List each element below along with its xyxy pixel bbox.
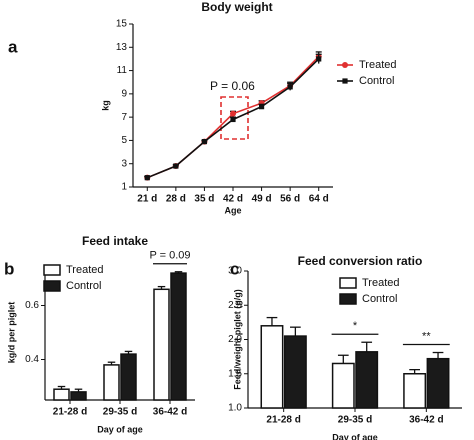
bar (355, 351, 379, 409)
legend-swatch (342, 62, 348, 68)
x-axis-label: Age (224, 205, 241, 215)
x-tick-label: 28 d (166, 194, 186, 205)
x-tick-label: 56 d (280, 194, 300, 205)
chart-title: Feed conversion ratio (298, 254, 423, 268)
bar (153, 288, 170, 401)
y-tick-label: 1 (121, 182, 127, 193)
x-tick-label: 36-42 d (153, 407, 187, 418)
bar (103, 364, 120, 401)
point (230, 110, 236, 117)
y-tick-label: 1.0 (228, 403, 242, 414)
legend-label: Treated (66, 264, 104, 276)
annotation: ** (422, 330, 431, 342)
bar (331, 362, 355, 409)
panel-label: c (230, 259, 239, 278)
x-tick-label: 21-28 d (53, 407, 87, 418)
panel-label: a (8, 37, 18, 56)
bar (283, 335, 307, 409)
x-tick-label: 64 d (309, 194, 329, 205)
bar (403, 373, 427, 409)
highlight-box (220, 96, 249, 140)
y-tick-label: 9 (121, 88, 127, 99)
legend-swatch (339, 277, 357, 289)
y-tick-label: 11 (117, 65, 128, 76)
x-tick-label: 29-35 d (103, 407, 137, 418)
x-tick-label: 49 d (252, 194, 272, 205)
bar (260, 325, 284, 409)
y-tick-label: 3 (121, 158, 127, 169)
x-axis-label: Day of age (97, 424, 143, 434)
y-tick-label: 3.0 (228, 266, 242, 277)
x-axis-label: Day of age (332, 432, 378, 440)
y-tick-label: 0.4 (25, 354, 39, 365)
panel-label: b (4, 259, 14, 278)
annotation: * (353, 320, 358, 332)
y-tick-label: 13 (116, 42, 128, 53)
y-tick-label: 0.6 (25, 300, 39, 311)
legend-label: Treated (362, 277, 400, 289)
x-tick-label: 21 d (137, 194, 157, 205)
legend-swatch (43, 280, 61, 292)
annotation: P = 0.06 (210, 79, 255, 93)
y-axis-label: Feed/weight piglet (g/g) (232, 289, 242, 390)
y-tick-label: 2.0 (228, 334, 242, 345)
point (316, 56, 322, 62)
y-axis-label: kg (100, 100, 110, 111)
point (144, 175, 150, 181)
legend-label: Control (66, 280, 101, 292)
legend-swatch (342, 78, 348, 84)
legend-swatch (43, 264, 61, 276)
bar (53, 388, 70, 401)
point (173, 163, 179, 169)
point (201, 138, 208, 145)
y-tick-label: 7 (121, 112, 127, 123)
y-tick-label: 1.5 (228, 368, 242, 379)
bar (170, 272, 187, 401)
bar (70, 391, 87, 401)
chart-title: Feed intake (82, 234, 148, 248)
bar (426, 357, 450, 409)
point (287, 84, 293, 90)
chart-title: Body weight (201, 0, 272, 14)
y-tick-label: 15 (116, 19, 128, 30)
legend-label: Control (359, 75, 394, 87)
bar (120, 353, 137, 401)
legend-swatch (339, 293, 357, 305)
y-tick-label: 2.5 (228, 300, 242, 311)
legend-label: Control (362, 293, 397, 305)
x-tick-label: 42 d (223, 194, 243, 205)
annotation: P = 0.09 (149, 250, 190, 262)
x-tick-label: 29-35 d (338, 415, 372, 426)
x-tick-label: 21-28 d (266, 415, 300, 426)
x-tick-label: 36-42 d (409, 415, 443, 426)
x-tick-label: 35 d (194, 194, 214, 205)
legend-label: Treated (359, 59, 397, 71)
y-axis-label: kg/d per piglet (6, 302, 16, 364)
point (258, 104, 265, 110)
point (230, 116, 236, 123)
y-tick-label: 5 (121, 135, 127, 146)
